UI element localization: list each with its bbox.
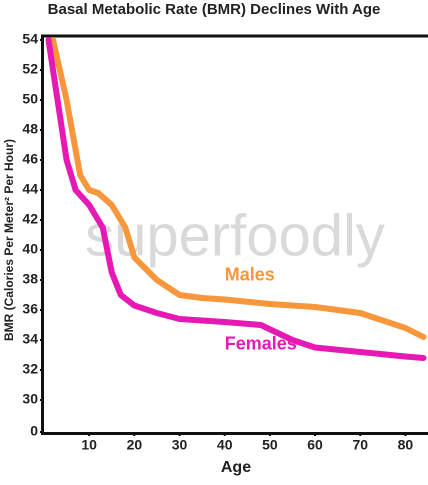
x-tick-label: 30 xyxy=(172,437,188,453)
y-tick-label: 48 xyxy=(22,121,38,137)
y-tick-label: 50 xyxy=(22,91,38,107)
x-tick-label: 70 xyxy=(352,437,368,453)
y-tick-label: 0 xyxy=(30,423,38,439)
x-tick-label: 20 xyxy=(127,437,143,453)
y-tick-label: 44 xyxy=(22,181,38,197)
series-line xyxy=(53,40,423,337)
y-tick-label: 32 xyxy=(22,361,38,377)
x-tick-label: 80 xyxy=(398,437,414,453)
y-tick-label: 36 xyxy=(22,301,38,317)
x-tick-label: 10 xyxy=(81,437,97,453)
y-tick-label: 54 xyxy=(22,31,38,47)
y-tick-label: 40 xyxy=(22,241,38,257)
x-tick-label: 40 xyxy=(217,437,233,453)
y-tick-label: 34 xyxy=(22,331,38,347)
y-tick-label: 42 xyxy=(22,211,38,227)
x-tick-label: 50 xyxy=(262,437,278,453)
y-tick-label: 46 xyxy=(22,151,38,167)
y-tick-label: 30 xyxy=(22,391,38,407)
chart-title: Basal Metabolic Rate (BMR) Declines With… xyxy=(48,1,381,18)
y-tick-label: 52 xyxy=(22,61,38,77)
x-tick-label: 60 xyxy=(307,437,323,453)
y-axis-label: BMR (Calories Per Meter² Per Hour) xyxy=(2,139,16,341)
series-annotation: Females xyxy=(225,333,297,353)
x-axis-label: Age xyxy=(221,459,251,476)
series-annotation: Males xyxy=(225,264,275,284)
y-tick-label: 38 xyxy=(22,271,38,287)
